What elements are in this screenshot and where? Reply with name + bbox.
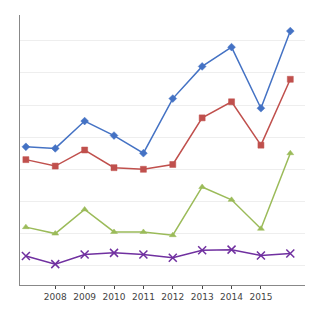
- svg-text:2012: 2012: [161, 292, 184, 302]
- svg-text:2013: 2013: [191, 292, 214, 302]
- svg-text:2009: 2009: [73, 292, 96, 302]
- svg-text:2011: 2011: [132, 292, 155, 302]
- svg-text:2015: 2015: [249, 292, 272, 302]
- svg-text:2008: 2008: [44, 292, 67, 302]
- svg-text:2010: 2010: [103, 292, 126, 302]
- svg-text:2014: 2014: [220, 292, 243, 302]
